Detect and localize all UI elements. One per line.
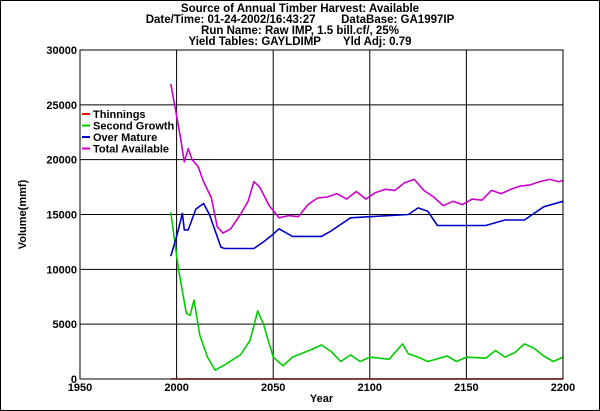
axes: 0 5000 10000 15000 20000 25000 30000 1950 2000 20… — [17, 45, 575, 405]
y-tick-label: 5000 — [53, 319, 77, 331]
series-line-3 — [170, 83, 564, 234]
legend-label-1: Second Growth — [93, 121, 175, 133]
chart-title: Source of Annual Timber Harvest: Availab… — [180, 3, 420, 15]
legend-label-3: Total Available — [93, 144, 169, 156]
x-tick-label: 2150 — [454, 382, 478, 394]
legend-label-2: Over Mature — [93, 132, 157, 144]
y-tick-label: 20000 — [46, 155, 77, 167]
x-tick-label: 2050 — [261, 382, 285, 394]
y-tick-label: 10000 — [46, 264, 77, 276]
series-lines — [170, 83, 564, 380]
x-axis-label: Year — [310, 393, 334, 405]
y-tick-label: 25000 — [46, 100, 77, 112]
chart-header: Source of Annual Timber Harvest: Availab… — [0, 3, 600, 48]
run-datetime-database: Date/Time: 01-24-2002/16:43:27 DataBase:… — [145, 14, 455, 26]
legend-label-0: Thinnings — [93, 109, 146, 121]
x-tick-label: 2000 — [164, 382, 188, 394]
run-name: Run Name: Raw IMP, 1.5 bill.cf/, 25% — [201, 25, 399, 37]
y-tick-label: 0 — [71, 374, 77, 386]
grid-lines — [79, 49, 564, 380]
series-line-1 — [170, 212, 564, 372]
x-tick-label: 2200 — [551, 382, 575, 394]
y-tick-label: 15000 — [46, 210, 77, 222]
yield-tables: Yield Tables: GAYLDIMP Yld Adj: 0.79 — [188, 36, 412, 48]
x-tick-label: 2100 — [358, 382, 382, 394]
series-line-2 — [170, 200, 564, 257]
plot-area-border — [79, 49, 564, 380]
x-tick-label: 1950 — [68, 382, 92, 394]
y-axis-label: Volume(mmf) — [17, 179, 29, 249]
y-tick-label: 30000 — [46, 45, 77, 57]
